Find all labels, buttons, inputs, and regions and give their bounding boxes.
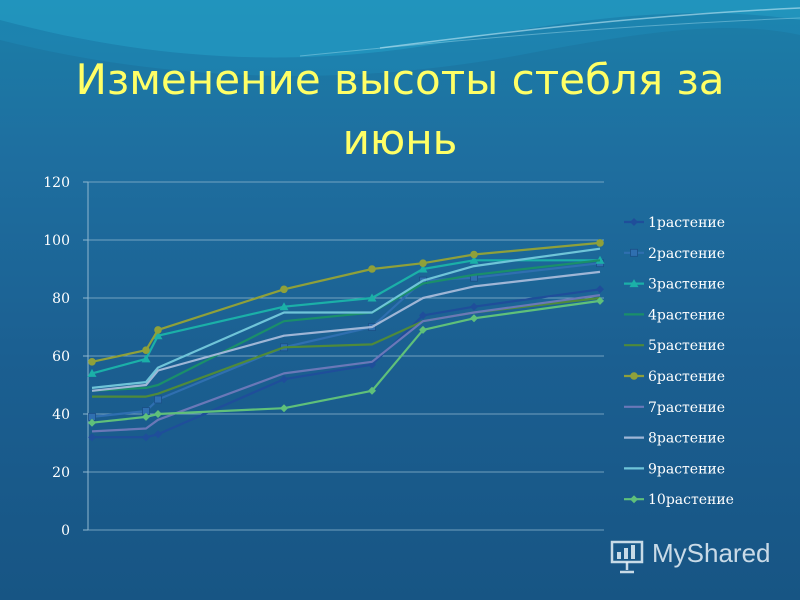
watermark: MyShared bbox=[608, 536, 788, 576]
data-point bbox=[280, 285, 288, 294]
data-point bbox=[87, 368, 97, 377]
legend-item: 9растение bbox=[624, 461, 725, 477]
data-point bbox=[280, 375, 288, 384]
data-point bbox=[153, 331, 163, 340]
legend-item: 5растение bbox=[624, 338, 725, 354]
chart-grid bbox=[83, 181, 604, 531]
data-point bbox=[419, 325, 427, 334]
data-point bbox=[280, 404, 288, 413]
legend-label: 8растение bbox=[648, 431, 725, 447]
data-point bbox=[154, 410, 162, 418]
series-line bbox=[91, 259, 600, 375]
series-line bbox=[91, 294, 601, 433]
y-tick-label: 60 bbox=[52, 349, 70, 365]
data-point bbox=[596, 285, 604, 294]
data-point bbox=[470, 250, 478, 259]
data-point bbox=[154, 430, 162, 439]
legend-marker bbox=[630, 218, 638, 226]
data-point bbox=[141, 354, 151, 363]
series-9 bbox=[91, 247, 601, 389]
series-line bbox=[91, 247, 601, 389]
background-waves bbox=[0, 0, 800, 76]
series-7 bbox=[91, 294, 601, 433]
chart-series bbox=[87, 239, 605, 442]
legend-marker bbox=[629, 279, 639, 288]
legend-label: 3растение bbox=[648, 277, 725, 293]
legend-label: 4растение bbox=[648, 307, 725, 323]
data-point bbox=[88, 358, 96, 366]
data-point bbox=[88, 418, 96, 427]
series-line bbox=[91, 241, 601, 363]
chart-legend: 1растение 2растение 3растение 4растение 5рас… bbox=[624, 215, 734, 508]
series-6 bbox=[88, 239, 604, 366]
data-point bbox=[368, 386, 376, 395]
legend-label: 10растение bbox=[648, 492, 734, 508]
legend-marker bbox=[630, 372, 638, 380]
legend-item: 8растение bbox=[624, 431, 725, 447]
legend-item: 3растение bbox=[624, 277, 725, 293]
data-point bbox=[596, 296, 604, 305]
data-point bbox=[595, 255, 605, 264]
data-point bbox=[470, 302, 478, 311]
series-line bbox=[91, 270, 601, 392]
data-point bbox=[88, 433, 96, 442]
data-point bbox=[142, 346, 150, 355]
data-point bbox=[279, 302, 289, 311]
legend-label: 9растение bbox=[648, 461, 725, 477]
legend-item: 2растение bbox=[624, 246, 725, 262]
data-point bbox=[142, 433, 150, 442]
series-10 bbox=[88, 296, 604, 427]
legend-marker bbox=[630, 495, 638, 504]
y-tick-label: 0 bbox=[61, 523, 70, 539]
y-tick-label: 100 bbox=[43, 233, 70, 249]
series-line bbox=[91, 299, 601, 424]
legend-label: 5растение bbox=[648, 338, 725, 354]
data-point bbox=[368, 265, 376, 273]
series-4 bbox=[91, 259, 601, 392]
data-point bbox=[418, 264, 428, 273]
presentation-icon bbox=[610, 540, 644, 574]
y-tick-label: 20 bbox=[52, 465, 70, 481]
data-point bbox=[142, 412, 150, 421]
series-1 bbox=[88, 285, 604, 442]
legend-label: 6растение bbox=[648, 369, 725, 385]
series-3 bbox=[87, 255, 605, 377]
legend-item: 6растение bbox=[624, 369, 725, 385]
y-axis-tick-labels: 0 20 40 60 80 100 120 bbox=[43, 175, 70, 539]
legend-label: 7растение bbox=[648, 400, 725, 416]
data-point bbox=[154, 395, 162, 404]
legend-item: 4растение bbox=[624, 307, 725, 323]
data-point bbox=[596, 239, 604, 247]
data-point bbox=[469, 255, 479, 264]
series-8 bbox=[91, 270, 601, 392]
series-line bbox=[91, 262, 601, 418]
y-tick-label: 80 bbox=[52, 291, 70, 307]
series-line bbox=[91, 259, 601, 392]
data-point bbox=[419, 311, 427, 320]
watermark-text: MyShared bbox=[652, 538, 771, 568]
data-point bbox=[367, 293, 377, 302]
slide-title: Изменение высоты стебля за июнь bbox=[75, 55, 725, 164]
legend-item: 7растение bbox=[624, 400, 725, 416]
legend-item: 10растение bbox=[624, 492, 734, 508]
y-tick-label: 120 bbox=[43, 175, 70, 191]
y-tick-label: 40 bbox=[52, 407, 70, 423]
legend-label: 1растение bbox=[648, 215, 725, 231]
legend-label: 2растение bbox=[648, 246, 725, 262]
data-point bbox=[154, 326, 162, 334]
legend-marker bbox=[630, 248, 638, 257]
legend-item: 1растение bbox=[624, 215, 725, 231]
data-point bbox=[419, 259, 427, 268]
data-point bbox=[470, 314, 478, 323]
